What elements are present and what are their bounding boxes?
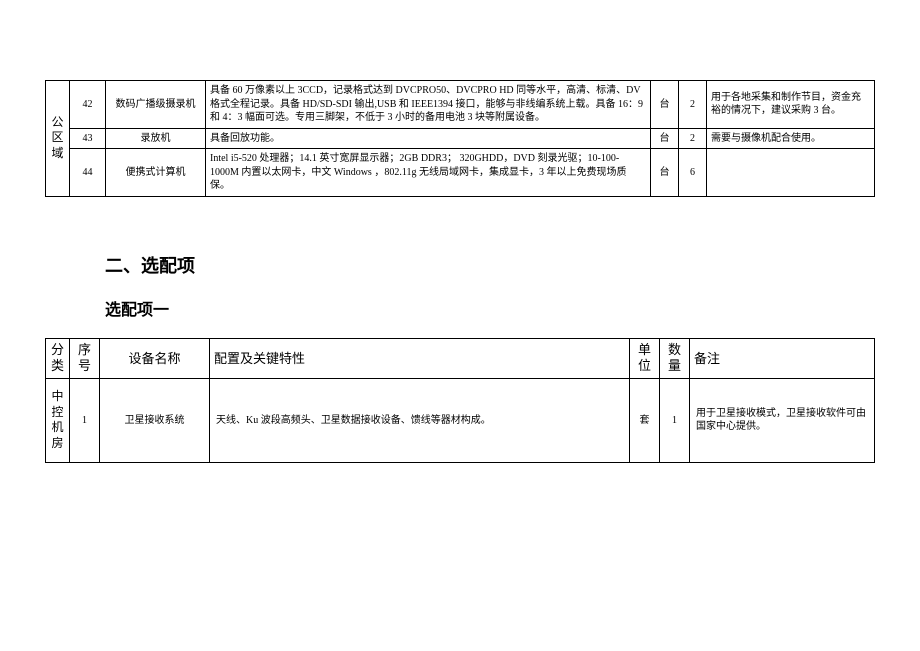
equipment-spec: 天线、Ku 波段高频头、卫星数据接收设备、馈线等器材构成。 [210,379,630,462]
note: 需要与摄像机配合使用。 [707,128,875,149]
equipment-table-1: 公区域 42 数码广播级摄录机 具备 60 万像素以上 3CCD，记录格式达到 … [45,80,875,197]
quantity: 2 [679,128,707,149]
equipment-name: 数码广播级摄录机 [106,81,206,129]
quantity: 2 [679,81,707,129]
quantity: 6 [679,149,707,197]
header-note: 备注 [690,338,875,379]
header-qty: 数量 [660,338,690,379]
quantity: 1 [660,379,690,462]
equipment-name: 卫星接收系统 [100,379,210,462]
header-name: 设备名称 [100,338,210,379]
equipment-spec: 具备 60 万像素以上 3CCD，记录格式达到 DVCPRO50、DVCPRO … [206,81,651,129]
header-unit: 单位 [630,338,660,379]
equipment-name: 便携式计算机 [106,149,206,197]
row-number: 43 [70,128,106,149]
unit: 台 [651,149,679,197]
section-heading: 二、选配项 [105,252,875,278]
category-cell: 公区域 [46,81,70,197]
row-number: 1 [70,379,100,462]
table-row: 公区域 42 数码广播级摄录机 具备 60 万像素以上 3CCD，记录格式达到 … [46,81,875,129]
unit: 台 [651,81,679,129]
category-label: 中控机房 [52,389,64,451]
header-spec: 配置及关键特性 [210,338,630,379]
category-cell: 中控机房 [46,379,70,462]
note: 用于各地采集和制作节目，资金充裕的情况下，建议采购 3 台。 [707,81,875,129]
table-row: 43 录放机 具备回放功能。 台 2 需要与摄像机配合使用。 [46,128,875,149]
unit: 台 [651,128,679,149]
table-row: 中控机房 1 卫星接收系统 天线、Ku 波段高频头、卫星数据接收设备、馈线等器材… [46,379,875,462]
row-number: 42 [70,81,106,129]
table-header-row: 分类 序号 设备名称 配置及关键特性 单位 数量 备注 [46,338,875,379]
equipment-table-2: 分类 序号 设备名称 配置及关键特性 单位 数量 备注 中控机房 1 卫星接收系… [45,338,875,463]
row-number: 44 [70,149,106,197]
equipment-spec: Intel i5-520 处理器；14.1 英寸宽屏显示器；2GB DDR3； … [206,149,651,197]
equipment-spec: 具备回放功能。 [206,128,651,149]
header-category: 分类 [46,338,70,379]
header-number: 序号 [70,338,100,379]
unit: 套 [630,379,660,462]
document-page: 公区域 42 数码广播级摄录机 具备 60 万像素以上 3CCD，记录格式达到 … [0,0,920,463]
subsection-heading: 选配项一 [105,296,875,320]
note [707,149,875,197]
equipment-name: 录放机 [106,128,206,149]
note: 用于卫星接收模式，卫星接收软件可由国家中心提供。 [690,379,875,462]
category-label: 公区域 [52,115,64,162]
table-row: 44 便携式计算机 Intel i5-520 处理器；14.1 英寸宽屏显示器；… [46,149,875,197]
